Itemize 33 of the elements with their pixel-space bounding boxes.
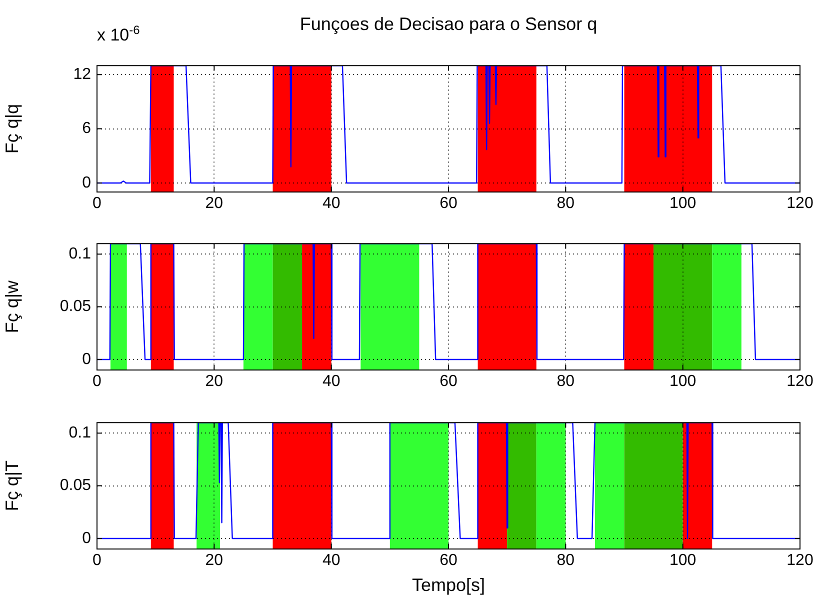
x-tick-label: 60 [440,373,458,390]
x-tick-label: 40 [322,552,340,570]
x-tick-label: 100 [669,552,696,570]
y-tick-label: 0 [82,350,92,368]
x-tick-label: 120 [786,552,814,570]
x-tick-label: 100 [669,195,696,212]
y-tick-label: 0 [82,174,92,192]
x-tick-label: 80 [556,373,575,390]
x-tick-label: 40 [322,373,340,390]
y-tick-label: 0.05 [60,477,92,494]
x-tick-label: 120 [786,373,814,390]
x-tick-label: 40 [322,195,340,212]
text: x 10$^{-6}$ [97,23,140,46]
chart-title: Funçoes de Decisao para o Sensor q [300,14,598,34]
y-tick-label: 0 [82,530,92,547]
y-axis-title: Fç q|w [2,279,22,334]
x-axis-title: Tempo[s] [412,575,486,596]
x-tick-label: 20 [205,195,224,212]
y-tick-label: 0.1 [68,246,92,263]
x-tick-label: 60 [440,195,458,212]
x-tick-label: 120 [786,195,814,212]
y-tick-label: 0.1 [68,424,92,442]
y-tick-label: 6 [82,120,92,138]
x-tick-label: 100 [669,373,696,390]
y-axis-title: Fç q|T [2,460,22,512]
y-axis-title: Fç q|q [2,104,22,154]
x-tick-label: 60 [440,552,458,570]
y-tick-label: 12 [73,66,92,84]
y-tick-label: 0.05 [60,298,92,316]
x-tick-label: 80 [556,195,575,212]
x-tick-label: 80 [556,552,575,570]
x-tick-label: 20 [205,552,224,570]
x-tick-label: 20 [205,373,224,390]
